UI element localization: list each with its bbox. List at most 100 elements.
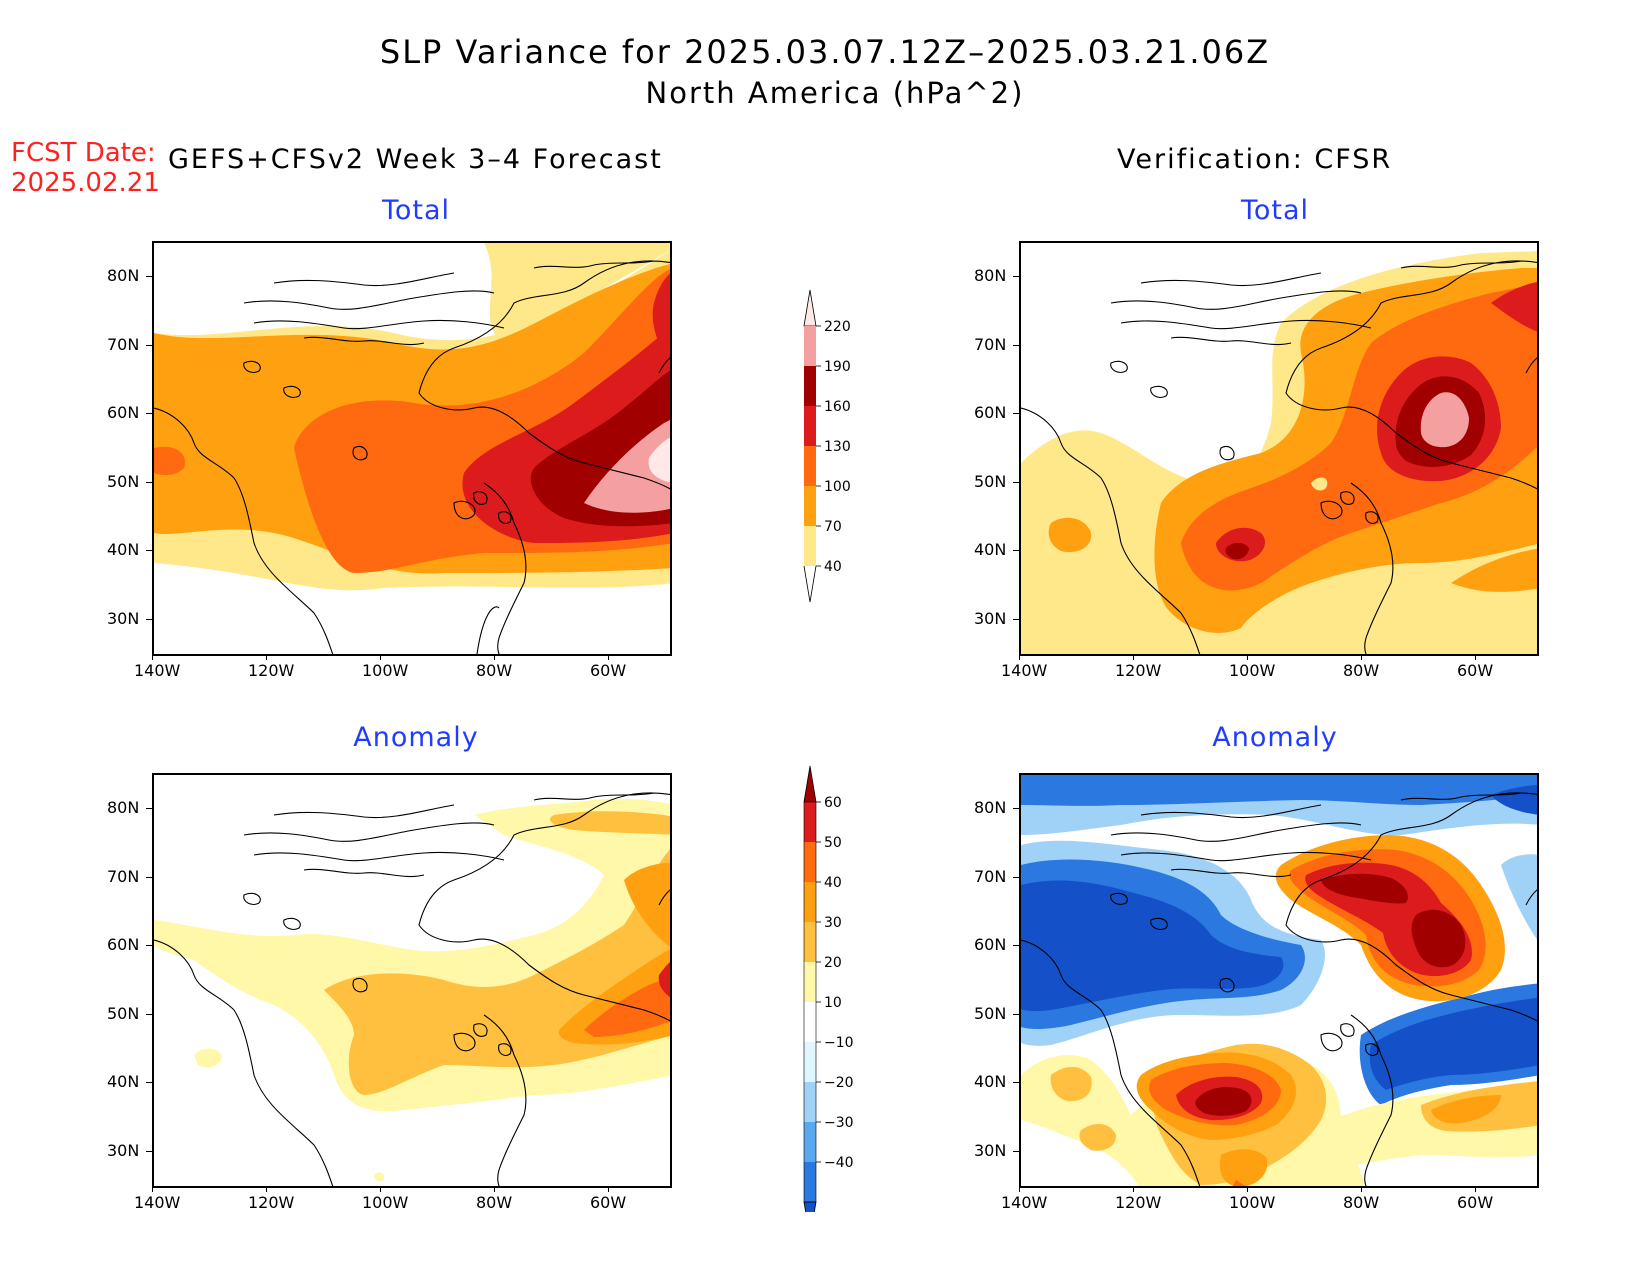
- lon-tick-label: 140W: [1001, 1193, 1048, 1212]
- colorbar-anomaly: 60 50 40 30 20 10 −10 −20 −30 −40: [800, 762, 870, 1239]
- lon-tick: [1475, 1186, 1476, 1192]
- colorbar-segment: [804, 366, 816, 406]
- lon-tick: [1019, 654, 1020, 660]
- colorbar-segment: [804, 882, 816, 922]
- colorbar-bottom-cap: [803, 1201, 817, 1239]
- lat-tick-label: 60N: [974, 403, 1007, 422]
- colorbar-top-cap: [803, 765, 817, 803]
- lon-tick-label: 100W: [1229, 1193, 1276, 1212]
- lon-tick: [152, 654, 153, 660]
- lon-tick: [152, 1186, 153, 1192]
- map-verification-total: [1019, 241, 1539, 656]
- lat-tick: [146, 1151, 152, 1152]
- lat-tick-label: 60N: [107, 935, 140, 954]
- fcst-date-value: 2025.02.21: [11, 168, 160, 198]
- lat-tick-label: 80N: [974, 798, 1007, 817]
- colorbar-label: 100: [824, 479, 851, 495]
- lat-tick: [146, 619, 152, 620]
- lon-tick-label: 120W: [1115, 661, 1162, 680]
- colorbar-label: 50: [824, 835, 842, 851]
- fcst-date-label: FCST Date:: [11, 138, 156, 168]
- left-model-label: GEFS+CFSv2 Week 3–4 Forecast: [168, 144, 663, 175]
- lat-tick-label: 80N: [107, 266, 140, 285]
- colorbar-segment: [804, 802, 816, 842]
- colorbar-segment: [804, 406, 816, 446]
- lon-tick-label: 60W: [590, 1193, 627, 1212]
- colorbar-segment: [804, 1122, 816, 1162]
- lon-tick-label: 100W: [362, 1193, 409, 1212]
- lat-tick: [1013, 345, 1019, 346]
- lat-tick-label: 50N: [107, 1004, 140, 1023]
- lat-tick: [146, 276, 152, 277]
- lat-tick: [1013, 1151, 1019, 1152]
- colorbar-label: −30: [824, 1115, 854, 1131]
- panel-title-fc-total: Total: [381, 195, 451, 226]
- lon-tick: [1247, 1186, 1248, 1192]
- lon-tick: [266, 654, 267, 660]
- colorbar-segment: [804, 962, 816, 1002]
- lat-tick-label: 30N: [974, 1141, 1007, 1160]
- lat-tick: [1013, 808, 1019, 809]
- lat-tick: [1013, 482, 1019, 483]
- lon-tick-label: 120W: [248, 661, 295, 680]
- lon-tick: [1133, 654, 1134, 660]
- colorbar-segment: [804, 526, 816, 566]
- lat-tick: [1013, 413, 1019, 414]
- lat-tick: [146, 482, 152, 483]
- lon-tick: [1247, 654, 1248, 660]
- colorbar-label: −20: [824, 1075, 854, 1091]
- colorbar-label: 30: [824, 915, 842, 931]
- lat-tick: [1013, 1014, 1019, 1015]
- colorbar-label: 220: [824, 319, 851, 335]
- lat-tick-label: 50N: [107, 472, 140, 491]
- chart-subtitle: North America (hPa^2): [645, 76, 1025, 110]
- lat-tick-label: 30N: [107, 609, 140, 628]
- lon-tick-label: 80W: [1343, 661, 1380, 680]
- lon-tick-label: 100W: [362, 661, 409, 680]
- lat-tick: [1013, 1082, 1019, 1083]
- colorbar-label: 70: [824, 519, 842, 535]
- lat-tick-label: 40N: [974, 1072, 1007, 1091]
- lon-tick-label: 140W: [134, 661, 181, 680]
- colorbar-segment: [804, 922, 816, 962]
- lat-tick-label: 50N: [974, 472, 1007, 491]
- lat-tick: [146, 345, 152, 346]
- chart-title: SLP Variance for 2025.03.07.12Z–2025.03.…: [379, 33, 1271, 71]
- map-forecast-anomaly: [152, 773, 672, 1188]
- lon-tick: [1019, 1186, 1020, 1192]
- colorbar-label: −40: [824, 1155, 854, 1171]
- colorbar-segment: [804, 1042, 816, 1082]
- lat-tick-label: 50N: [974, 1004, 1007, 1023]
- lon-tick: [380, 1186, 381, 1192]
- right-model-label: Verification: CFSR: [1117, 144, 1393, 175]
- lat-tick: [146, 413, 152, 414]
- lon-tick: [494, 1186, 495, 1192]
- colorbar-label: 10: [824, 995, 842, 1011]
- colorbar-label: 40: [824, 559, 842, 575]
- colorbar-segment: [804, 446, 816, 486]
- lon-tick: [1361, 654, 1362, 660]
- lat-tick-label: 40N: [107, 540, 140, 559]
- lon-tick: [1133, 1186, 1134, 1192]
- colorbar-label: 20: [824, 955, 842, 971]
- lat-tick-label: 30N: [107, 1141, 140, 1160]
- lat-tick-label: 80N: [974, 266, 1007, 285]
- map-verification-anomaly: [1019, 773, 1539, 1188]
- fcst-date: FCST Date: 2025.02.21: [11, 138, 160, 198]
- panel-title-obs-total: Total: [1240, 195, 1310, 226]
- map-forecast-total: [152, 241, 672, 656]
- lat-tick: [1013, 619, 1019, 620]
- colorbar-segment: [804, 1002, 816, 1042]
- lon-tick: [608, 654, 609, 660]
- lon-tick-label: 60W: [1457, 1193, 1494, 1212]
- lon-tick-label: 120W: [248, 1193, 295, 1212]
- lon-tick-label: 140W: [134, 1193, 181, 1212]
- colorbar-label: 190: [824, 359, 851, 375]
- lat-tick: [146, 877, 152, 878]
- lon-tick-label: 140W: [1001, 661, 1048, 680]
- colorbar-segment: [804, 1162, 816, 1202]
- lat-tick-label: 70N: [107, 867, 140, 886]
- lat-tick-label: 60N: [974, 935, 1007, 954]
- colorbar-label: 160: [824, 399, 851, 415]
- colorbar-total: 220 190 160 130 100 70 40: [800, 286, 870, 616]
